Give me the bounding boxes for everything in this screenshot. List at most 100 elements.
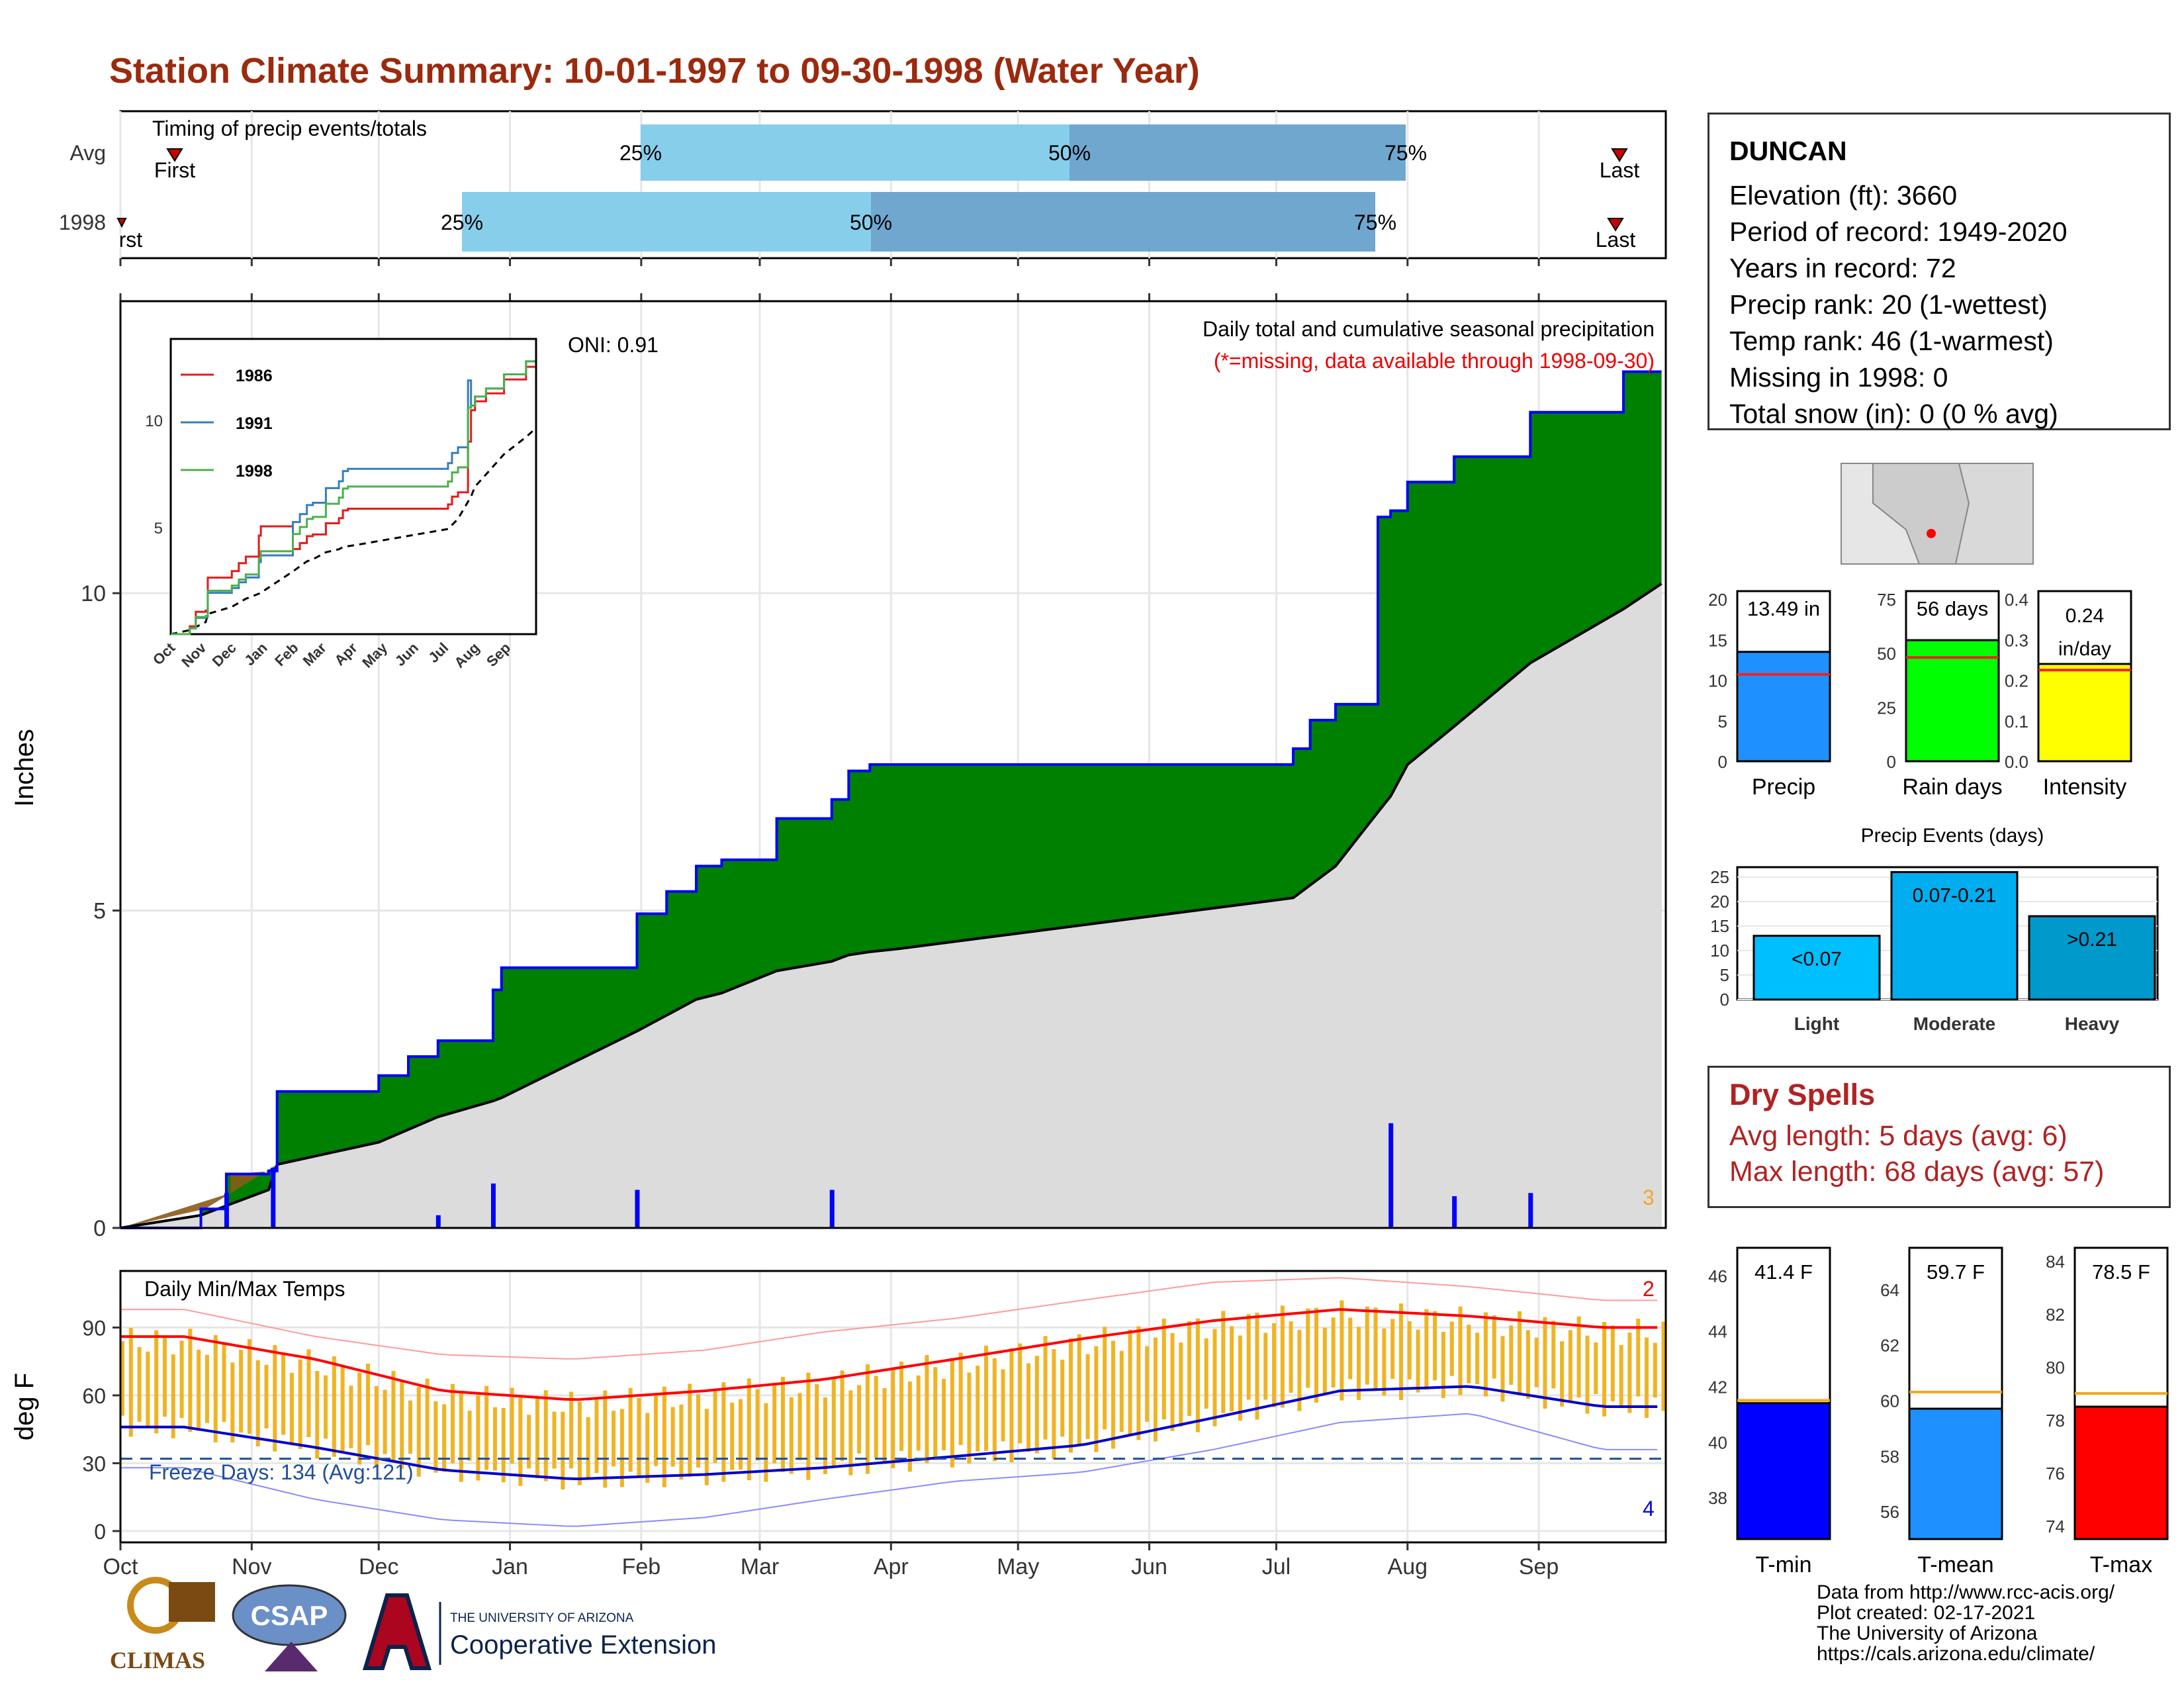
tbar-2-ytick-4: 82	[2046, 1305, 2065, 1325]
station-missing: Missing in 1998: 0	[1729, 362, 1948, 393]
daily-temp-bar-336	[1543, 1317, 1547, 1409]
summary-0-ytick-4: 20	[1708, 590, 1727, 610]
inset-1998-line	[171, 360, 535, 635]
summary-2-value-line1: 0.24	[2066, 605, 2104, 627]
daily-temp-bar-282	[1314, 1307, 1319, 1403]
tbar-2-value: 78.5 F	[2092, 1260, 2150, 1284]
daily-temp-bar-178	[874, 1376, 878, 1458]
daily-temp-bar-232	[1103, 1327, 1107, 1430]
daily-temp-bar-6	[146, 1351, 150, 1427]
daily-temp-bar-266	[1246, 1314, 1251, 1400]
credit-university: The University of Arizona	[1817, 1622, 2038, 1644]
timing-avg-50: 50%	[1048, 141, 1091, 165]
daily-temp-bar-126	[654, 1395, 659, 1466]
climas-text: CLIMAS	[110, 1647, 205, 1673]
csap-mountain	[265, 1642, 318, 1671]
daily-temp-bar-188	[916, 1375, 921, 1451]
daily-temp-bar-302	[1398, 1303, 1403, 1400]
daily-precip-bar-5	[829, 1190, 835, 1228]
station-name: DUNCAN	[1729, 136, 1847, 166]
daily-temp-bar-208	[1001, 1369, 1005, 1442]
inset-legend-1986: 1986	[236, 367, 273, 385]
daily-precip-bar-6	[1388, 1123, 1394, 1228]
daily-temp-bar-344	[1576, 1316, 1581, 1398]
daily-temp-bar-132	[679, 1404, 684, 1480]
summary-0-bar	[1736, 651, 1831, 763]
daily-temp-bar-312	[1441, 1331, 1445, 1398]
summary-bars: 0 5 10 15 20 13.49 in Precip 0 25 50 75 56 days Rain…	[1708, 590, 2132, 800]
daily-temp-bar-338	[1551, 1321, 1556, 1389]
inset-ytick-5: 5	[154, 520, 163, 538]
daily-temp-bar-324	[1492, 1315, 1496, 1379]
daily-temp-bar-58	[366, 1364, 371, 1446]
daily-temp-bar-52	[340, 1366, 345, 1452]
inset-1986-line	[171, 365, 535, 635]
tbar-1-ytick-2: 60	[1880, 1391, 1899, 1411]
daily-temp-bar-102	[552, 1411, 557, 1469]
daily-temp-bar-130	[670, 1407, 675, 1467]
summary-1-ytick-3: 75	[1877, 590, 1896, 610]
daily-temp-bar-66	[400, 1381, 404, 1469]
month-label-5: Mar	[741, 1554, 780, 1579]
summary-2-bar	[2037, 663, 2132, 763]
daily-temp-bar-204	[984, 1345, 989, 1451]
month-label-8: Jun	[1131, 1554, 1167, 1579]
dry-spells-title: Dry Spells	[1729, 1078, 1876, 1111]
tbar-0-label: T-min	[1756, 1552, 1812, 1577]
credit-plot-created: Plot created: 02-17-2021	[1817, 1602, 2036, 1624]
events-ytick-1: 5	[1720, 965, 1729, 985]
daily-temp-bar-268	[1255, 1313, 1259, 1420]
temp-bottom-count: 4	[1643, 1497, 1655, 1521]
tbar-0-bar	[1736, 1402, 1831, 1540]
daily-temp-bar-356	[1627, 1333, 1632, 1413]
summary-1-value: 56 days	[1917, 597, 1989, 620]
credits-block: Data from http://www.rcc-acis.org/ Plot …	[1817, 1582, 2115, 1664]
precip-corner-count: 3	[1643, 1186, 1655, 1209]
daily-temp-bar-250	[1179, 1342, 1183, 1427]
temp-yticks: 0 30 60 90	[82, 1316, 120, 1544]
station-period: Period of record: 1949-2020	[1729, 216, 2068, 247]
timing-1998-bar-q2	[871, 192, 1375, 252]
daily-temp-bar-82	[467, 1411, 472, 1461]
daily-temp-bar-304	[1407, 1321, 1412, 1380]
inset-legend-1998: 1998	[236, 462, 273, 481]
summary-2-ytick-3: 0.3	[2005, 630, 2028, 650]
temp-frame	[119, 1270, 1667, 1544]
timing-avg-75: 75%	[1385, 141, 1427, 165]
daily-temp-bar-326	[1500, 1336, 1505, 1402]
tbar-2-ytick-0: 74	[2046, 1517, 2065, 1536]
daily-temp-bar-72	[425, 1378, 430, 1458]
daily-temp-bar-252	[1187, 1321, 1192, 1417]
daily-temp-bar-226	[1077, 1334, 1081, 1445]
precip-panel: 0 5 10 Inches Daily total and cumulative s…	[10, 293, 1667, 1241]
daily-temp-bar-168	[831, 1377, 836, 1467]
tbar-1-value: 59.7 F	[1927, 1260, 1985, 1284]
daily-precip-bar-4	[635, 1190, 640, 1228]
daily-temp-bar-50	[332, 1356, 336, 1457]
daily-temp-bar-34	[264, 1364, 269, 1429]
daily-temp-bar-20	[205, 1354, 209, 1423]
temp-plot-title: Daily Min/Max Temps	[144, 1277, 345, 1301]
events-ytick-3: 15	[1710, 916, 1729, 936]
daily-temp-bar-46	[315, 1370, 320, 1459]
temp-ytick-label-3: 90	[82, 1316, 106, 1340]
daily-temp-bar-42	[298, 1359, 302, 1449]
summary-0-value: 13.49 in	[1747, 597, 1820, 620]
daily-precip-bar-0	[224, 1193, 229, 1228]
precip-ylabel: Inches	[10, 729, 39, 807]
daily-temp-bar-352	[1610, 1325, 1615, 1401]
daily-temp-bar-104	[561, 1411, 565, 1489]
figure-title: Station Climate Summary: 10-01-1997 to 0…	[109, 51, 1200, 91]
daily-temp-bar-164	[815, 1383, 819, 1458]
daily-temp-bar-152	[764, 1403, 768, 1482]
daily-temp-bar-262	[1230, 1326, 1234, 1412]
timing-1998-last-marker	[1607, 218, 1624, 232]
daily-temp-bar-142	[721, 1382, 726, 1482]
series-avg-area	[120, 583, 1662, 1228]
month-label-11: Sep	[1519, 1554, 1559, 1579]
daily-temp-bar-92	[510, 1387, 514, 1464]
ua-logo: THE UNIVERSITY OF ARIZONA Cooperative Ex…	[362, 1593, 716, 1670]
summary-2-ytick-4: 0.4	[2005, 590, 2028, 610]
daily-temp-bar-248	[1170, 1333, 1175, 1431]
station-precip-rank: Precip rank: 20 (1-wettest)	[1729, 289, 2048, 320]
